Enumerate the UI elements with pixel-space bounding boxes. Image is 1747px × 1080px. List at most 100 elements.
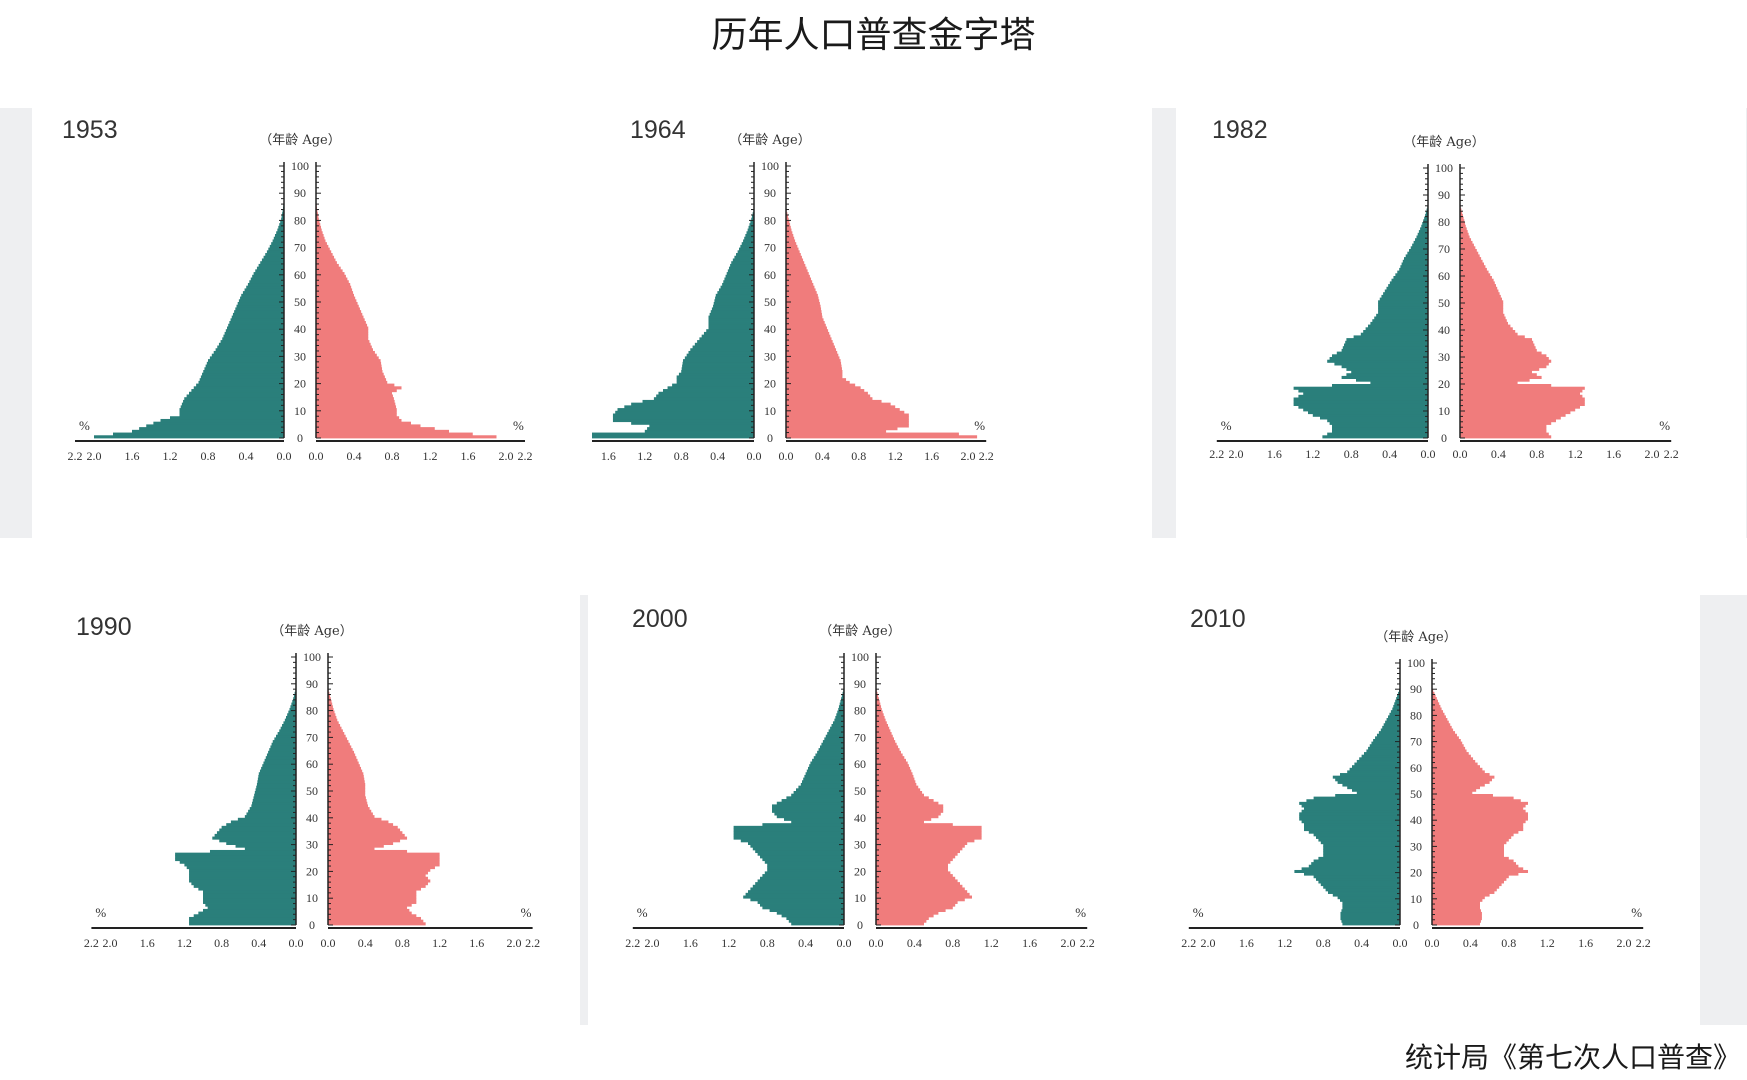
male-bar: [248, 809, 296, 813]
female-bar: [316, 340, 370, 344]
male-bar: [1369, 744, 1400, 748]
male-bar: [222, 337, 284, 341]
male-bar: [624, 405, 754, 409]
x-tick-label: 0.4: [1491, 447, 1506, 461]
male-bar: [1304, 807, 1400, 811]
female-bar: [1432, 851, 1504, 855]
female-bar: [786, 258, 804, 262]
male-bar: [841, 694, 844, 698]
female-bar: [786, 378, 847, 382]
male-bar: [832, 721, 844, 725]
female-bar: [328, 898, 417, 902]
pyramid-chart: 0 10 20 30 40 50 60 70 80 90 100 2.22.0 1.6 1.2 0.8 0.4…: [592, 116, 994, 463]
female-bar: [786, 250, 800, 254]
female-bar: [1432, 888, 1497, 892]
male-bar: [1320, 841, 1400, 845]
female-bar: [876, 887, 965, 891]
male-bar: [834, 718, 844, 722]
x-tick-label: 0.4: [239, 449, 254, 463]
female-bar: [1432, 697, 1437, 701]
male-bar: [290, 705, 296, 709]
male-bar: [226, 823, 296, 827]
female-bar: [328, 753, 356, 757]
female-bar: [876, 769, 912, 773]
male-bar: [788, 919, 844, 923]
female-bar: [316, 269, 343, 273]
male-bar: [1346, 338, 1428, 342]
female-bar: [1432, 723, 1451, 727]
female-bar: [316, 242, 327, 246]
male-bar: [592, 432, 754, 436]
male-bar: [1409, 249, 1428, 253]
male-bar: [1384, 289, 1428, 293]
female-bar: [1460, 340, 1534, 344]
male-bar: [200, 375, 284, 379]
female-bar: [1460, 392, 1580, 396]
male-bar: [718, 288, 754, 292]
age-axis-caption: （年龄 Age）: [729, 133, 811, 148]
female-bar: [1432, 814, 1528, 818]
female-bar: [1432, 762, 1478, 766]
male-bar: [1376, 313, 1428, 317]
male-bar: [1320, 883, 1400, 887]
male-bar: [213, 350, 284, 355]
female-bar: [1432, 733, 1457, 737]
age-tick-label: 10: [294, 404, 306, 418]
male-bar: [617, 408, 754, 412]
age-tick-label: 70: [1410, 735, 1422, 749]
female-bar: [1460, 351, 1542, 355]
age-tick-label: 90: [1438, 188, 1450, 202]
male-bar: [263, 255, 284, 259]
male-bar: [234, 310, 284, 314]
male-bar: [1413, 240, 1428, 244]
x-tick-label: 2.2: [68, 449, 83, 463]
female-bar: [1432, 770, 1485, 774]
female-bar: [876, 799, 934, 803]
male-bar: [1368, 746, 1400, 750]
male-bar: [291, 702, 296, 706]
female-bar: [316, 214, 319, 219]
female-bar: [786, 269, 808, 273]
female-bar: [1432, 872, 1519, 876]
female-bar: [328, 895, 417, 899]
female-bar: [1460, 343, 1535, 347]
percent-label: %: [1221, 418, 1232, 433]
x-tick-label: 2.2: [84, 936, 99, 950]
age-tick-label: 80: [306, 704, 318, 718]
female-bar: [786, 348, 837, 352]
female-bar: [876, 895, 972, 899]
male-bar: [1372, 319, 1428, 323]
male-bar: [257, 780, 296, 784]
female-bar: [316, 239, 326, 243]
male-bar: [733, 833, 844, 837]
male-bar: [1320, 416, 1428, 420]
male-bar: [798, 785, 844, 789]
female-bar: [786, 432, 959, 436]
female-bar: [1432, 843, 1504, 847]
male-bar: [612, 416, 754, 420]
male-bar: [198, 887, 296, 891]
female-bar: [316, 399, 395, 404]
female-bar: [316, 321, 366, 325]
male-bar: [813, 756, 844, 760]
male-bar: [786, 796, 844, 800]
female-bar: [786, 291, 817, 295]
female-bar: [1432, 875, 1509, 879]
female-bar: [786, 220, 790, 224]
female-bar: [328, 713, 336, 717]
female-bar: [1432, 914, 1482, 918]
age-tick-label: 0: [297, 431, 303, 445]
female-bar: [316, 432, 473, 436]
pyramid-panel-1964: 0 10 20 30 40 50 60 70 80 90 100 2.22.0 1.6 1.2 0.8 0.4…: [592, 108, 1152, 538]
female-bar: [1432, 780, 1490, 784]
male-bar: [1356, 378, 1428, 382]
female-bar: [876, 780, 916, 784]
male-bar: [227, 326, 284, 330]
male-bar: [1424, 216, 1428, 220]
male-bar: [1340, 773, 1400, 777]
x-tick-label: 1.2: [163, 449, 178, 463]
female-bar: [328, 852, 440, 856]
male-bar: [160, 418, 284, 423]
male-bar: [214, 833, 296, 837]
age-tick-label: 50: [1438, 296, 1450, 310]
